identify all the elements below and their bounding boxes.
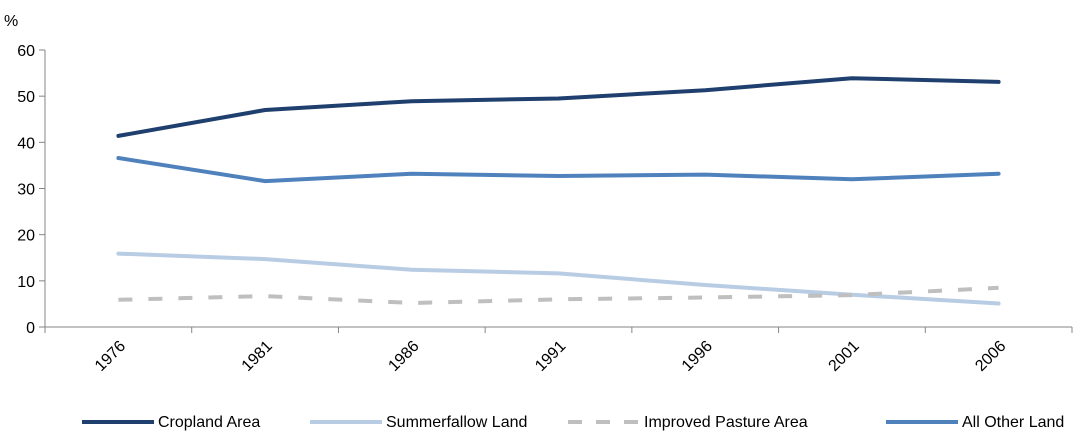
y-tick-label: 60 [17,43,35,60]
x-axis-ticks: 1976 1981 1986 1991 1996 2001 2006 [44,327,1073,375]
y-tick-label: 40 [17,135,35,152]
series-line [116,156,1001,184]
legend-label: Summerfallow Land [386,414,527,431]
y-tick-label: 30 [17,182,35,199]
x-tick-label: 2001 [826,338,863,375]
series-cropland-area [116,76,1001,138]
legend-label: All Other Land [962,414,1064,431]
x-tick-label: 1996 [679,338,716,375]
series-all-other-land [116,156,1001,184]
x-tick-label: 1986 [385,338,422,375]
legend: Cropland Area Summerfallow Land Improved P… [82,414,1064,431]
series-improved-pasture-area [118,285,999,305]
axes [44,50,1072,328]
y-axis-ticks: 0 10 20 30 40 50 60 [17,43,45,337]
y-tick-label: 20 [17,228,35,245]
legend-item: All Other Land [886,414,1064,431]
x-tick-label: 1981 [239,338,276,375]
legend-label: Improved Pasture Area [644,414,808,431]
x-tick-label: 1976 [92,338,129,375]
y-tick-label: 10 [17,274,35,291]
x-tick-label: 2006 [972,338,1009,375]
series-layer [116,76,1001,306]
x-tick-label: 1991 [532,338,569,375]
series-line [116,76,1001,138]
legend-item: Cropland Area [82,414,260,431]
y-tick-label: 0 [26,320,35,337]
y-axis-unit-label: % [4,13,18,30]
y-tick-label: 50 [17,89,35,106]
legend-item: Improved Pasture Area [568,414,808,431]
legend-item: Summerfallow Land [310,414,527,431]
legend-label: Cropland Area [158,414,260,431]
